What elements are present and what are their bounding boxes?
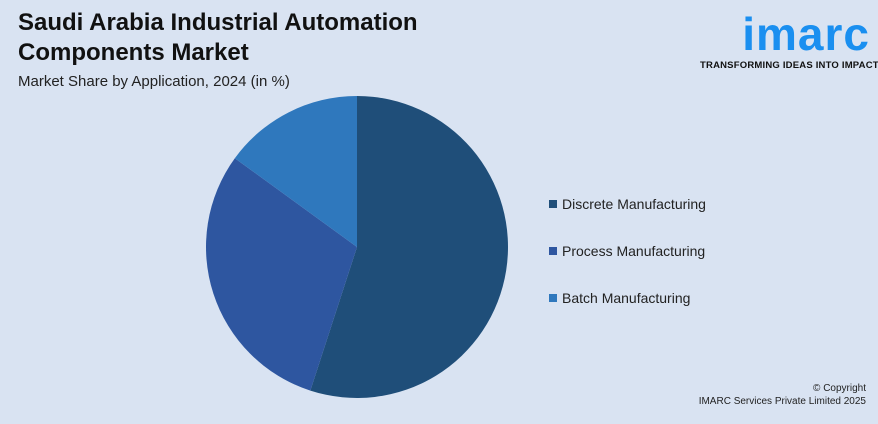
chart-legend: Discrete Manufacturing Process Manufactu…: [549, 196, 706, 337]
logo-tagline: TRANSFORMING IDEAS INTO IMPACT: [700, 60, 878, 71]
legend-item-discrete-manufacturing: Discrete Manufacturing: [549, 196, 706, 212]
company-line: IMARC Services Private Limited 2025: [698, 396, 866, 407]
chart-subtitle: Market Share by Application, 2024 (in %): [18, 73, 290, 90]
legend-swatch: [549, 294, 557, 302]
legend-label: Discrete Manufacturing: [562, 196, 706, 212]
legend-swatch: [549, 200, 557, 208]
chart-title: Saudi Arabia Industrial Automation Compo…: [18, 9, 418, 66]
legend-swatch: [549, 247, 557, 255]
legend-label: Batch Manufacturing: [562, 290, 691, 306]
pie-chart: [205, 96, 508, 398]
imarc-logo: imarc TRANSFORMING IDEAS INTO IMPACT: [700, 6, 878, 71]
legend-label: Process Manufacturing: [562, 243, 706, 259]
pie-slice-batch-manufacturing: [234, 96, 357, 247]
pie-slice-discrete-manufacturing: [310, 96, 508, 398]
pie-slice-process-manufacturing: [205, 158, 357, 391]
logo-wordmark: imarc: [742, 8, 870, 60]
legend-item-batch-manufacturing: Batch Manufacturing: [549, 290, 706, 306]
copyright-line: © Copyright: [813, 383, 866, 394]
copyright-footer: © Copyright IMARC Services Private Limit…: [699, 382, 866, 408]
legend-item-process-manufacturing: Process Manufacturing: [549, 243, 706, 259]
